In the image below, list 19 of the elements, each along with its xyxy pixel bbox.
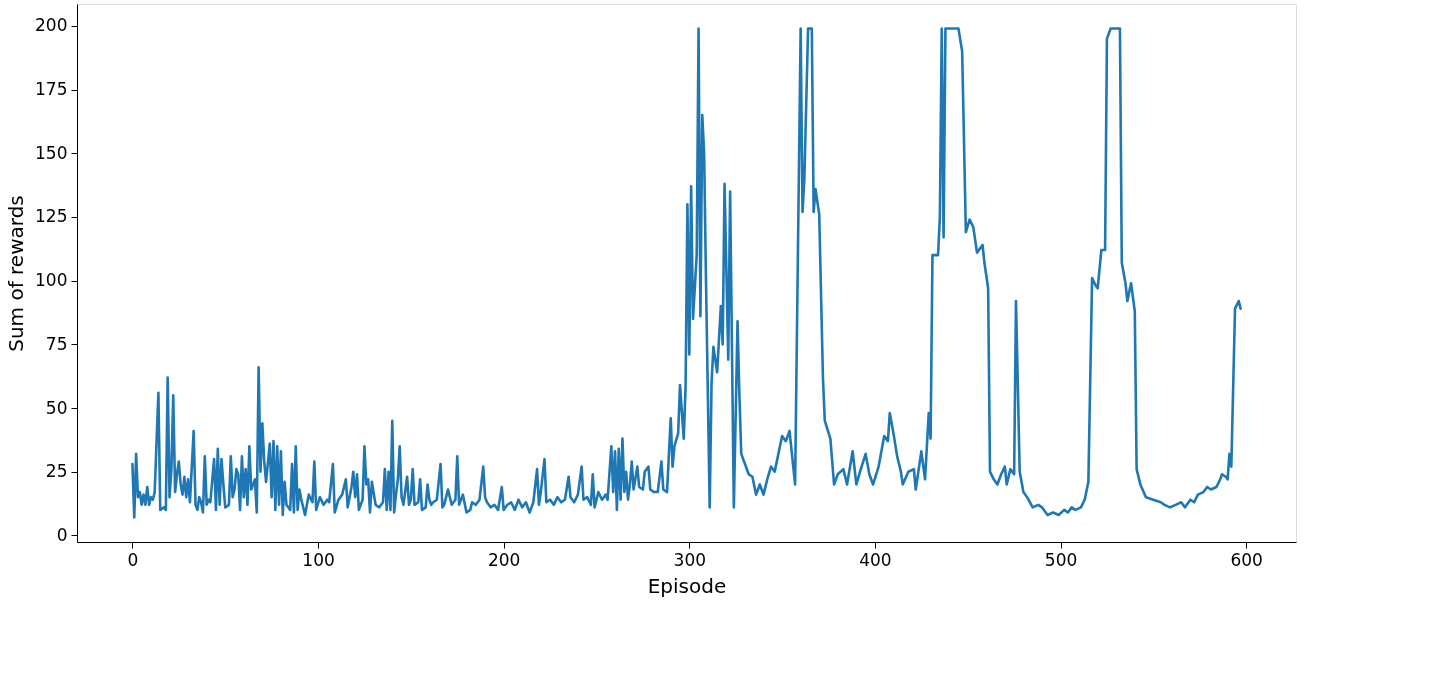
y-tick-label: 25 bbox=[45, 461, 68, 482]
y-tick-label: 125 bbox=[35, 206, 68, 227]
x-tick-label: 500 bbox=[1044, 549, 1078, 570]
x-tick-label: 200 bbox=[487, 549, 521, 570]
line-series bbox=[131, 27, 1242, 519]
y-tick-label: 200 bbox=[35, 15, 68, 36]
x-tick-label: 600 bbox=[1230, 549, 1263, 570]
x-tick-label: 0 bbox=[127, 549, 139, 570]
y-tick-label: 175 bbox=[35, 79, 68, 100]
x-tick-label: 100 bbox=[302, 549, 335, 570]
y-tick-label: 150 bbox=[35, 142, 68, 163]
x-tick-label: 400 bbox=[859, 549, 892, 570]
y-axis-title: Sum of rewards bbox=[4, 195, 29, 352]
x-axis-title: Episode bbox=[647, 573, 727, 598]
y-tick-label: 50 bbox=[45, 397, 68, 418]
y-tick-label: 100 bbox=[35, 270, 68, 291]
x-tick-label: 300 bbox=[673, 549, 707, 570]
y-tick-label: 75 bbox=[45, 333, 68, 354]
y-tick-label: 0 bbox=[56, 524, 68, 545]
